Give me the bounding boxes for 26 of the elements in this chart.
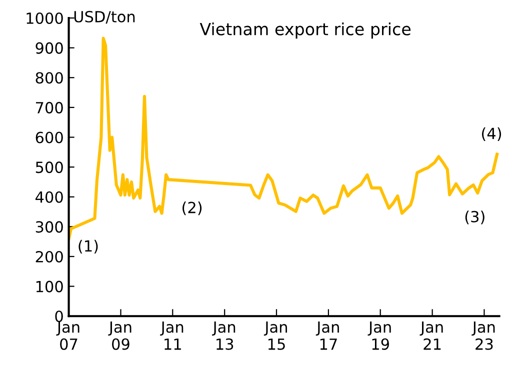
x-tick-label: Jan 19 bbox=[368, 321, 391, 350]
x-tick-label: Jan 13 bbox=[212, 321, 236, 350]
x-tick-label: Jan 23 bbox=[472, 321, 495, 350]
y-tick-label: 400 bbox=[36, 191, 63, 203]
y-tick-label: 1000 bbox=[26, 12, 63, 24]
annotation: (1) bbox=[78, 240, 98, 254]
x-tick-label: Jan 15 bbox=[264, 321, 287, 350]
annotation: (2) bbox=[182, 201, 202, 216]
y-tick-label: 100 bbox=[36, 280, 63, 292]
y-tick-label: 800 bbox=[36, 72, 63, 84]
annotation: (4) bbox=[482, 127, 502, 142]
x-tick-label: Jan 07 bbox=[56, 321, 80, 350]
y-tick-label: 900 bbox=[36, 42, 63, 54]
x-tick-label: Jan 09 bbox=[108, 321, 132, 350]
annotation: (3) bbox=[465, 210, 484, 224]
y-axis-title: USD/ton bbox=[74, 10, 135, 24]
y-tick-label: 0 bbox=[55, 310, 63, 322]
y-tick-label: 700 bbox=[36, 102, 63, 114]
y-tick-label: 600 bbox=[36, 132, 63, 144]
y-tick-label: 300 bbox=[36, 221, 63, 233]
x-tick-label: Jan 11 bbox=[160, 321, 184, 350]
x-tick-label: Jan 21 bbox=[420, 321, 443, 350]
y-tick-label: 200 bbox=[36, 250, 63, 263]
y-tick-label: 500 bbox=[36, 162, 63, 174]
chart-title: Vietnam export rice price bbox=[200, 22, 411, 39]
x-tick-label: Jan 17 bbox=[316, 321, 339, 350]
